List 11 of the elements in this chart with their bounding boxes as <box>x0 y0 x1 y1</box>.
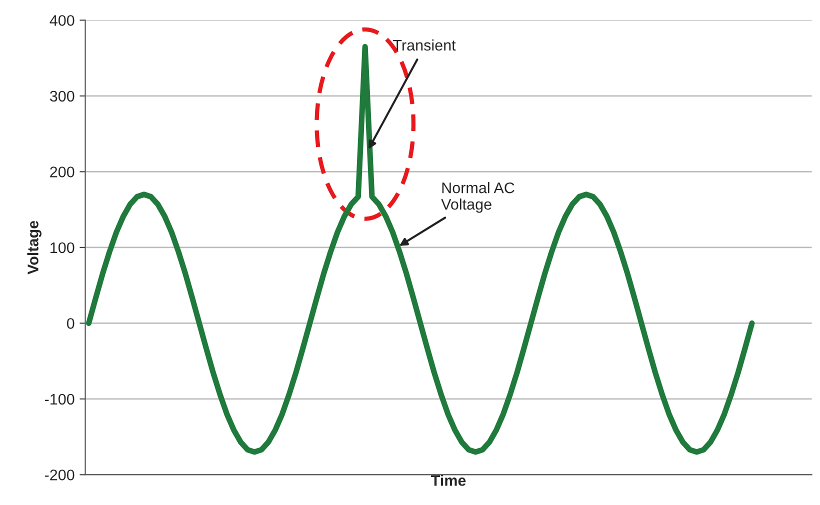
y-tick-label: 0 <box>66 318 74 329</box>
y-tick-label: 100 <box>50 242 74 254</box>
y-tick-label: -200 <box>44 470 74 480</box>
annotation: Transient <box>393 39 456 51</box>
x-axis-title: Time <box>431 474 466 486</box>
y-tick-label: 300 <box>50 90 74 102</box>
y-tick-label: 400 <box>50 15 74 26</box>
y-tick-label: 200 <box>50 166 74 178</box>
annotation: Normal AC Voltage <box>441 182 514 213</box>
y-axis-title: Voltage <box>27 220 42 274</box>
y-tick-label: -100 <box>44 394 74 405</box>
